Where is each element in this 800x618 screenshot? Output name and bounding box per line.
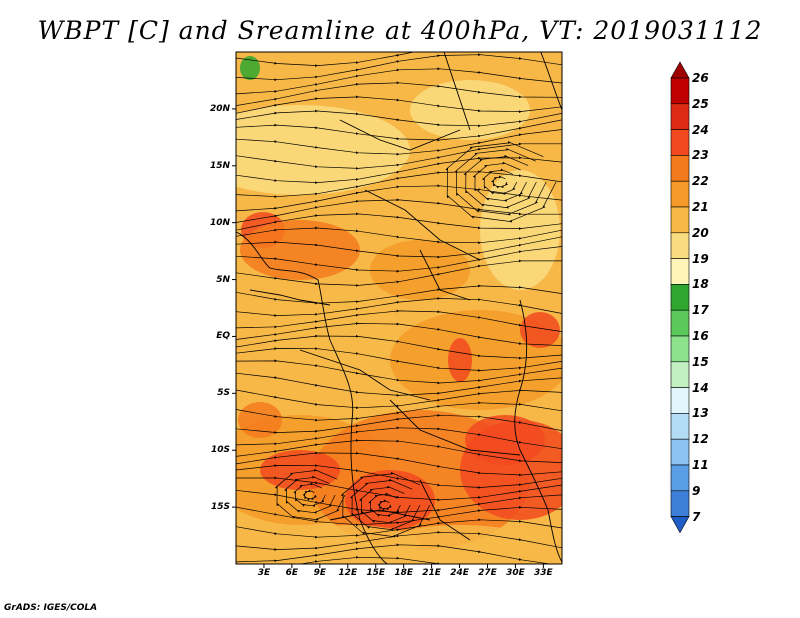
colorbar-level-label: 13 [692, 406, 709, 421]
lon-label: 9E [313, 568, 327, 578]
colorbar-level-label: 23 [692, 148, 709, 163]
colorbar-level-label: 9 [692, 483, 701, 498]
colorbar-swatch [670, 387, 690, 414]
lat-label: EQ [216, 331, 230, 342]
lat-label: 15S [210, 502, 230, 513]
colorbar-level-label: 14 [692, 380, 709, 395]
map-frame [235, 51, 563, 565]
colorbar-swatch [670, 77, 690, 105]
colorbar-swatch [670, 258, 690, 285]
shade-region [260, 450, 340, 490]
shade-region [240, 56, 260, 80]
colorbar-level-label: 24 [692, 122, 709, 137]
colorbar-swatch [670, 155, 690, 182]
grads-credit: GrADS: IGES/COLA [4, 603, 98, 613]
colorbar [670, 61, 690, 534]
colorbar-swatch [670, 103, 690, 130]
colorbar-level-label: 17 [692, 303, 709, 318]
colorbar-bottom-arrow [670, 516, 690, 534]
colorbar-swatch [670, 309, 690, 337]
streamline [236, 259, 562, 287]
colorbar-level-label: 12 [692, 432, 709, 447]
colorbar-swatch [670, 413, 690, 440]
lon-label: 24E [450, 568, 469, 578]
streamline [274, 555, 522, 564]
shade-region [520, 312, 560, 348]
streamline [236, 109, 562, 128]
colorbar-level-label: 25 [692, 96, 709, 111]
colorbar-level-label: 20 [692, 225, 709, 240]
map-panel[interactable] [190, 40, 580, 580]
lon-label: 15E [366, 568, 386, 578]
colorbar-swatch [670, 361, 690, 388]
colorbar-swatch [670, 335, 690, 363]
colorbar-level-label: 18 [692, 277, 709, 292]
streamline [274, 468, 346, 521]
colorbar-swatch [670, 284, 690, 311]
lat-label: 10N [209, 217, 230, 228]
colorbar-level-label: 21 [692, 200, 709, 214]
colorbar-level-label: 22 [692, 174, 709, 189]
shade-region [238, 402, 282, 438]
colorbar-swatch [670, 464, 690, 492]
lon-label: 3E [257, 568, 271, 578]
map-title: WBPT [C] and Sreamline at 400hPa, VT: 20… [37, 16, 763, 45]
colorbar-swatch [670, 232, 690, 259]
colorbar-swatch [670, 438, 690, 466]
lat-label: 5S [217, 388, 230, 399]
colorbar-level-label: 19 [692, 251, 709, 266]
lon-label: 27E [478, 568, 497, 578]
lon-label: 6E [285, 568, 299, 578]
streamline [445, 140, 557, 223]
colorbar-swatch [670, 206, 690, 234]
shade-region [465, 415, 545, 465]
streamlines [236, 52, 562, 564]
lat-label: 10S [210, 445, 230, 456]
lon-label: 18E [394, 568, 413, 578]
lon-label: 21E [422, 568, 441, 578]
lon-label: 33E [534, 568, 553, 578]
colorbar-swatch [670, 180, 690, 208]
colorbar-level-label: 15 [692, 354, 709, 369]
lat-label: 15N [209, 160, 230, 171]
lon-label: 12E [338, 568, 358, 578]
colorbar-level-label: 26 [692, 71, 709, 85]
colorbar-top-arrow [670, 61, 690, 79]
streamline [340, 471, 431, 538]
lat-label: 5N [216, 274, 230, 285]
colorbar-level-label: 16 [692, 329, 709, 343]
shade-region [448, 338, 472, 382]
lon-label: 30E [506, 568, 525, 578]
colorbar-swatch [670, 490, 690, 517]
axis-ticks [232, 108, 544, 568]
shade-region [480, 170, 560, 290]
shade-region [370, 240, 470, 300]
colorbar-swatch [670, 129, 690, 156]
colorbar-level-label: 7 [692, 509, 701, 524]
lat-label: 20N [209, 103, 230, 114]
streamline [236, 226, 562, 245]
colorbar-level-label: 11 [692, 458, 709, 472]
